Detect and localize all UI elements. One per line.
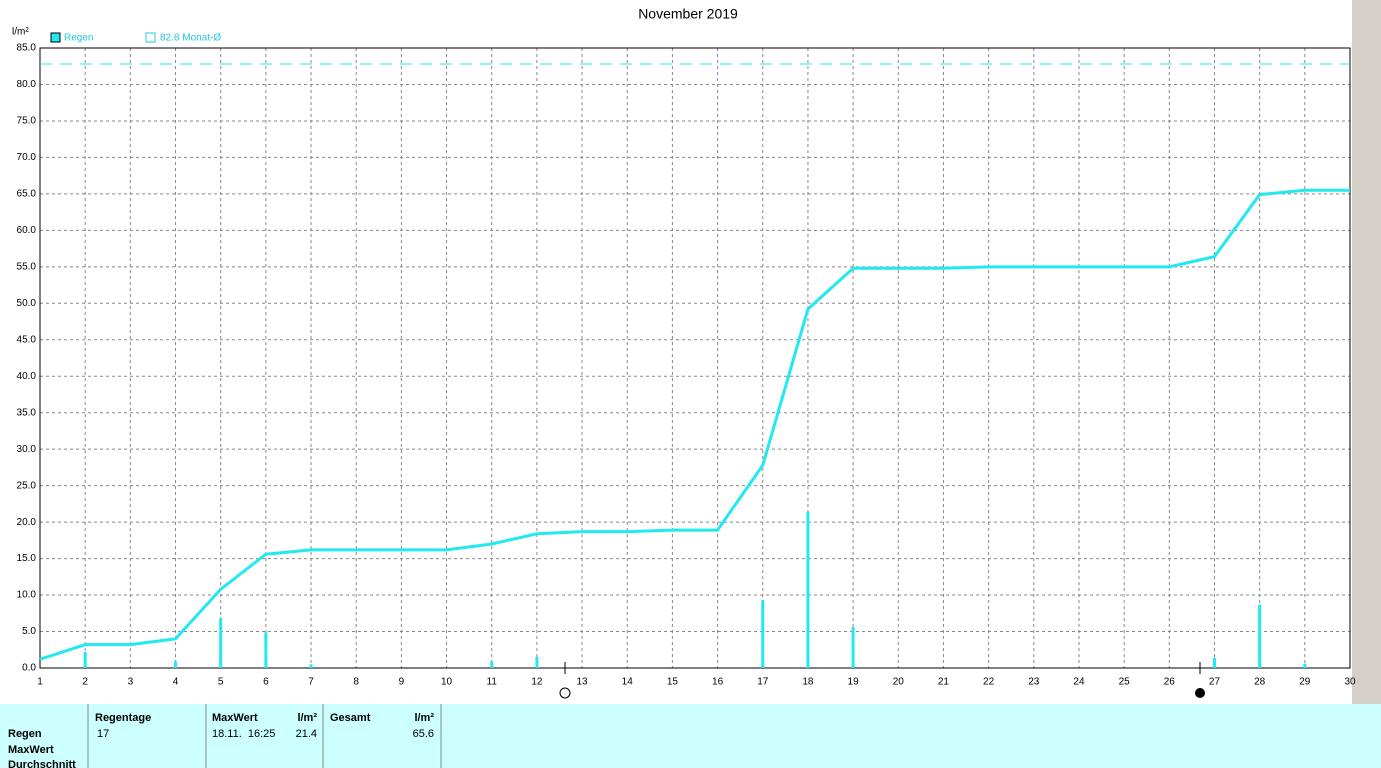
bar: [264, 632, 268, 668]
summary-dividers: [87, 704, 442, 768]
y-tick-label: 5.0: [22, 626, 36, 637]
plot: 0.0 5.0 10.0 15.0 20.0 25.0 30.0 35.0 40.0 45.0 50…: [17, 43, 1356, 688]
x-tick-label: 17: [757, 677, 769, 688]
x-tick-label: 11: [487, 677, 498, 688]
y-tick-label: 10.0: [17, 590, 37, 601]
x-tick-label: 2: [82, 677, 88, 688]
x-tick-label: 20: [893, 677, 905, 688]
x-tick-label: 29: [1299, 677, 1311, 688]
bar: [490, 661, 494, 668]
x-tick-label: 1: [37, 677, 43, 688]
x-tick-label: 28: [1254, 677, 1266, 688]
x-tick-label: 19: [848, 677, 860, 688]
x-tick-label: 4: [173, 677, 179, 688]
y-tick-label: 65.0: [17, 189, 37, 200]
y-tick-label: 15.0: [17, 553, 37, 564]
moon-icon: [1195, 688, 1205, 698]
header: l/m²: [297, 712, 317, 724]
x-tick-label: 25: [1119, 677, 1131, 688]
header: MaxWert: [212, 712, 258, 724]
cell: 65.6: [413, 728, 434, 740]
cell: 18.11. 16:25: [212, 728, 275, 740]
x-tick-label: 13: [577, 677, 589, 688]
y-tick-label: 25.0: [17, 480, 37, 491]
x-tick-label: 10: [441, 677, 453, 688]
x-tick-label: 3: [128, 677, 134, 688]
x-tick-label: 6: [263, 677, 269, 688]
bar: [174, 661, 178, 668]
y-tick-label: 30.0: [17, 444, 37, 455]
x-tick-label: 15: [667, 677, 679, 688]
plot-border: [39, 47, 1351, 669]
x-tick-label: 22: [983, 677, 995, 688]
x-tick-label: 30: [1344, 677, 1356, 688]
row-label: Regen: [8, 728, 42, 740]
chart-title: November 2019: [638, 6, 738, 22]
y-tick-label: 45.0: [17, 334, 37, 345]
y-tick-label: 20.0: [17, 517, 37, 528]
moon-icon: [559, 687, 571, 699]
legend-label: Regen: [64, 33, 93, 44]
header: Regentage: [95, 712, 151, 724]
y-tick-label: 40.0: [17, 371, 37, 382]
x-tick-label: 23: [1028, 677, 1040, 688]
x-tick-label: 14: [622, 677, 634, 688]
bar: [1303, 663, 1307, 668]
y-tick-label: 55.0: [17, 261, 37, 272]
bar: [806, 511, 810, 668]
x-tick-label: 18: [802, 677, 814, 688]
x-tick-label: 12: [531, 677, 543, 688]
bar: [83, 651, 87, 668]
x-tick-label: 24: [1073, 677, 1085, 688]
row-label: Durchschnitt: [8, 759, 76, 768]
bar: [309, 664, 313, 668]
y-tick-label: 60.0: [17, 225, 37, 236]
side-panel: [1352, 0, 1381, 768]
y-tick-label: 85.0: [17, 43, 37, 54]
bar: [761, 600, 765, 668]
cell: 21.4: [296, 728, 317, 740]
bar: [219, 617, 223, 668]
x-tick-label: 7: [308, 677, 314, 688]
y-tick-label: 35.0: [17, 407, 37, 418]
y-tick-label: 70.0: [17, 152, 37, 163]
x-tick-label: 9: [399, 677, 405, 688]
bar: [1258, 604, 1262, 668]
y-tick-label: 75.0: [17, 116, 37, 127]
legend-swatch: [145, 32, 156, 43]
legend-swatch: [50, 32, 61, 43]
bar: [535, 657, 539, 668]
x-tick-label: 26: [1164, 677, 1176, 688]
x-tick-label: 16: [712, 677, 724, 688]
x-tick-label: 8: [353, 677, 359, 688]
y-tick-label: 0.0: [22, 663, 36, 674]
line: [39, 188, 1350, 661]
bar: [851, 627, 855, 668]
row-label: MaxWert: [8, 744, 54, 756]
header: l/m²: [414, 712, 434, 724]
summary-panel: [0, 704, 1381, 768]
y-tick-label: 50.0: [17, 298, 37, 309]
legend-label: 82.8 Monat-Ø: [160, 33, 221, 44]
cell: 17: [97, 728, 109, 740]
x-tick-label: 21: [938, 677, 950, 688]
x-tick-label: 5: [218, 677, 224, 688]
bar: [1212, 657, 1216, 668]
x-tick-label: 27: [1209, 677, 1221, 688]
header: Gesamt: [330, 712, 371, 724]
y-axis-label: l/m²: [12, 27, 29, 38]
y-tick-label: 80.0: [17, 79, 37, 90]
